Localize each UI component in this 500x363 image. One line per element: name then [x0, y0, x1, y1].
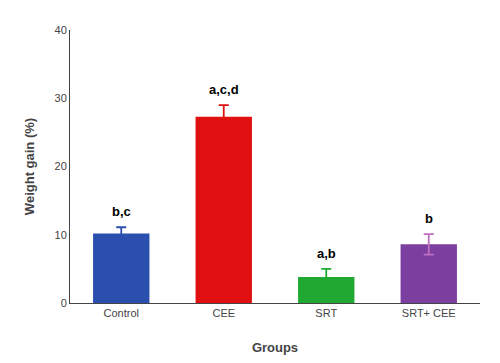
svg-text:Control: Control [104, 307, 139, 319]
svg-text:Weight gain (%): Weight gain (%) [22, 118, 37, 215]
svg-text:b,c: b,c [112, 204, 131, 219]
svg-text:0: 0 [61, 297, 67, 309]
svg-text:20: 20 [55, 160, 67, 172]
svg-text:30: 30 [55, 92, 67, 104]
svg-text:a,c,d: a,c,d [209, 82, 239, 97]
svg-text:40: 40 [55, 24, 67, 36]
svg-text:CEE: CEE [212, 307, 235, 319]
svg-text:SRT: SRT [315, 307, 337, 319]
svg-text:10: 10 [55, 229, 67, 241]
svg-text:a,b: a,b [317, 246, 336, 261]
svg-text:Groups: Groups [252, 340, 298, 355]
svg-text:b: b [425, 211, 433, 226]
svg-text:SRT+ CEE: SRT+ CEE [402, 307, 456, 319]
